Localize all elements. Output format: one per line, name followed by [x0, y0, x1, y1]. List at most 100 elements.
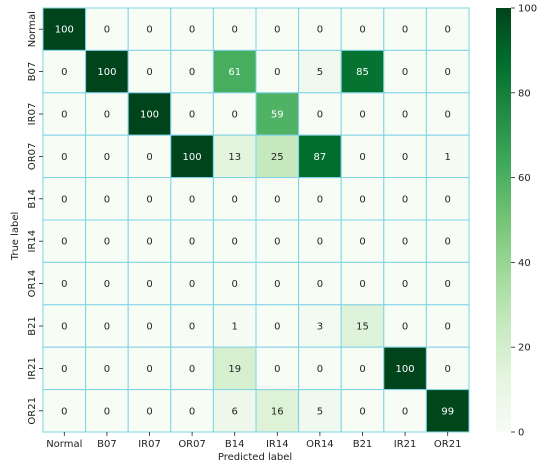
- heatmap-cell: [212, 219, 257, 263]
- cell-value-label: 0: [445, 237, 451, 248]
- x-tick-label: IR21: [394, 439, 417, 450]
- cell-value-label: 59: [271, 110, 284, 121]
- cell-value-label: 5: [317, 67, 323, 78]
- cell-value-label: 0: [274, 237, 280, 248]
- cell-value-label: 16: [271, 406, 284, 417]
- cell-value-label: 13: [228, 152, 241, 163]
- heatmap-cell: [425, 304, 470, 348]
- cell-value-label: 0: [146, 279, 152, 290]
- heatmap-cell: [340, 7, 385, 51]
- cell-value-label: 15: [356, 322, 369, 333]
- cell-value-label: 0: [445, 67, 451, 78]
- cell-value-label: 0: [317, 194, 323, 205]
- heatmap-cell: [340, 177, 385, 221]
- x-tick-label: OR14: [306, 439, 334, 450]
- heatmap-cell: [127, 346, 172, 391]
- heatmap-cell: [170, 49, 214, 94]
- cell-value-label: 0: [359, 194, 365, 205]
- heatmap-cell: [170, 346, 214, 391]
- y-tick-label: OR14: [27, 270, 38, 298]
- cell-value-label: 0: [61, 67, 67, 78]
- cell-value-label: 0: [146, 25, 152, 36]
- colorbar-tick-label: 60: [518, 173, 531, 184]
- cell-value-label: 0: [146, 364, 152, 375]
- cell-value-label: 0: [402, 322, 408, 333]
- x-tick-label: OR07: [178, 439, 206, 450]
- cell-value-label: 100: [183, 152, 202, 163]
- cell-value-label: 100: [97, 67, 116, 78]
- heatmap-cell: [298, 92, 342, 136]
- colorbar-tick-label: 40: [518, 258, 531, 269]
- cell-value-label: 0: [189, 67, 195, 78]
- cell-value-label: 0: [445, 25, 451, 36]
- cell-value-label: 0: [317, 279, 323, 290]
- cell-value-label: 0: [232, 110, 238, 121]
- heatmap-cell: [340, 49, 385, 94]
- cell-value-label: 99: [441, 406, 454, 417]
- heatmap-cell: [298, 134, 342, 179]
- x-tick-label: Normal: [46, 439, 82, 450]
- heatmap-cell: [298, 261, 342, 306]
- cell-value-label: 0: [189, 25, 195, 36]
- cell-value-label: 0: [402, 67, 408, 78]
- y-tick-labels: Normal B07 IR07 OR07 B14 IR14 OR14 B21 IR21 OR21: [27, 11, 43, 425]
- colorbar: [496, 8, 511, 432]
- cell-value-label: 0: [359, 237, 365, 248]
- cell-value-label: 0: [359, 406, 365, 417]
- heatmap-cell: [170, 304, 214, 348]
- heatmap-cell: [383, 49, 427, 94]
- heatmap-cell: [383, 346, 427, 391]
- x-tick-label: B07: [97, 439, 117, 450]
- cell-value-label: 3: [317, 322, 323, 333]
- heatmap-cell: [383, 389, 427, 433]
- heatmap-cell: [425, 261, 470, 306]
- x-tick-label: B14: [225, 439, 245, 450]
- heatmap-cell: [42, 261, 87, 306]
- heatmap-cell: [255, 261, 300, 306]
- x-tick-label: OR21: [434, 439, 462, 450]
- cell-value-label: 0: [274, 194, 280, 205]
- heatmap-cell: [425, 134, 470, 179]
- cell-value-label: 0: [104, 322, 110, 333]
- cell-value-label: 0: [61, 194, 67, 205]
- heatmap-cell: [383, 92, 427, 136]
- cell-value-label: 0: [317, 25, 323, 36]
- cell-value-label: 0: [232, 237, 238, 248]
- cell-value-label: 0: [445, 194, 451, 205]
- cell-value-label: 0: [402, 237, 408, 248]
- x-tick-label: B21: [353, 439, 373, 450]
- colorbar-ticks: 0 20 40 60 80 100: [511, 4, 537, 439]
- cell-value-label: 0: [402, 152, 408, 163]
- heatmap-cell: [340, 92, 385, 136]
- heatmap-cells: 100 0 0 0 0 0 0 0 0 00 100 0 0 61 0 5 85 0 00 0 100 0 0 59 0 0 0 00…: [42, 7, 470, 433]
- heatmap-cell: [298, 177, 342, 221]
- x-tick-label: IR07: [138, 439, 161, 450]
- y-tick-label: IR07: [27, 103, 38, 126]
- cell-value-label: 0: [146, 322, 152, 333]
- heatmap-cell: [85, 49, 129, 94]
- heatmap-cell: [127, 304, 172, 348]
- heatmap-cell: [127, 219, 172, 263]
- cell-value-label: 25: [271, 152, 284, 163]
- cell-value-label: 0: [61, 322, 67, 333]
- heatmap-cell: [340, 304, 385, 348]
- y-tick-label: OR07: [27, 143, 38, 171]
- heatmap-cell: [42, 219, 87, 263]
- heatmap-cell: [298, 346, 342, 391]
- heatmap-cell: [425, 389, 470, 433]
- x-tick-label: IR14: [266, 439, 289, 450]
- cell-value-label: 0: [61, 406, 67, 417]
- y-tick-label: B21: [27, 316, 38, 336]
- cell-value-label: 100: [140, 110, 159, 121]
- heatmap-cell: [255, 49, 300, 94]
- cell-value-label: 0: [104, 25, 110, 36]
- heatmap-cell: [85, 92, 129, 136]
- cell-value-label: 1: [445, 152, 451, 163]
- cell-value-label: 0: [402, 110, 408, 121]
- y-tick-label: OR21: [27, 397, 38, 425]
- cell-value-label: 0: [189, 110, 195, 121]
- y-tick-label: IR21: [27, 357, 38, 380]
- cell-value-label: 0: [317, 237, 323, 248]
- heatmap-cell: [255, 7, 300, 51]
